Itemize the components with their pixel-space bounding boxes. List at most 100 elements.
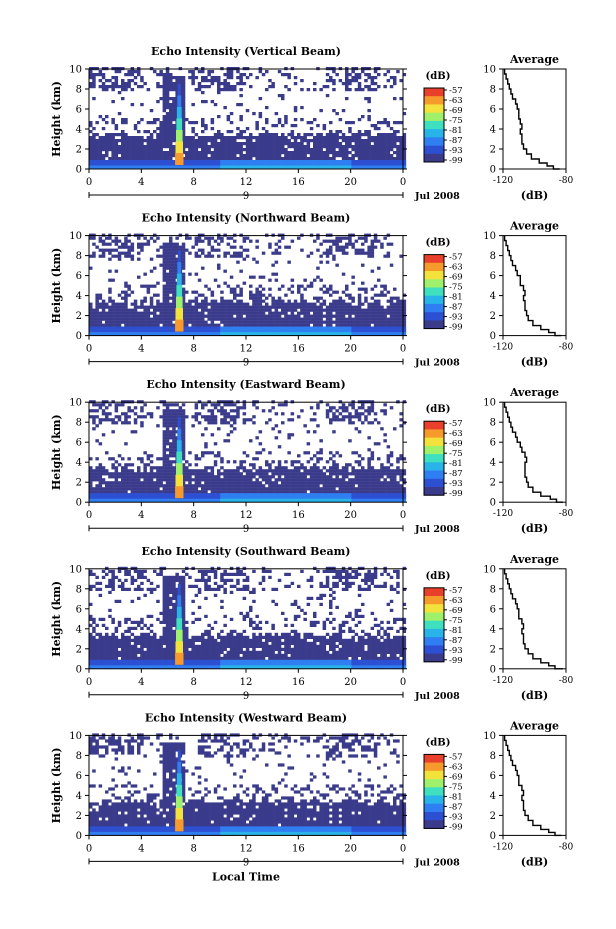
colorbar-tick-label: -81 xyxy=(449,126,463,136)
echo-cell xyxy=(268,278,272,282)
echo-cell xyxy=(265,481,269,485)
echo-cell xyxy=(169,248,173,252)
echo-cell xyxy=(220,466,224,470)
echo-cell xyxy=(329,133,333,137)
echo-cell xyxy=(377,314,381,318)
echo-cell xyxy=(364,323,368,327)
echo-cell xyxy=(357,154,362,158)
echo-cell xyxy=(293,142,298,146)
echo-cell xyxy=(239,287,243,291)
echo-cell xyxy=(162,305,167,309)
echo-cell xyxy=(143,157,147,161)
echo-cell xyxy=(226,88,231,92)
echo-cell xyxy=(252,293,256,297)
echo-cell xyxy=(338,248,343,252)
echo-cell xyxy=(319,157,323,161)
echo-cell xyxy=(242,157,247,161)
echo-cell xyxy=(300,136,304,140)
echo-cell xyxy=(181,136,186,140)
echo-cell xyxy=(156,136,160,140)
echo-heatmap xyxy=(89,400,407,503)
echo-cell xyxy=(223,323,227,327)
echo-cell xyxy=(98,151,103,155)
echo-cell xyxy=(274,314,279,318)
echo-cell xyxy=(239,475,243,479)
echo-cell xyxy=(181,296,186,300)
echo-cell xyxy=(159,160,163,166)
echo-cell xyxy=(133,127,138,131)
echo-cell xyxy=(268,151,272,155)
echo-cell xyxy=(204,466,208,470)
echo-cell xyxy=(194,323,199,327)
colorbar-label: (dB) xyxy=(426,238,451,249)
echo-cell xyxy=(252,475,256,479)
echo-cell xyxy=(345,136,349,140)
echo-cell xyxy=(345,121,349,125)
echo-cell xyxy=(172,266,176,270)
echo-cell xyxy=(258,430,263,434)
echo-cell xyxy=(140,409,144,413)
echo-cell xyxy=(284,472,288,476)
echo-cell xyxy=(351,275,355,279)
echo-cell xyxy=(258,320,263,324)
echo-cell xyxy=(194,242,199,246)
y-tick-label: 8 xyxy=(76,251,82,262)
echo-cell xyxy=(239,115,243,119)
echo-cell xyxy=(133,305,138,309)
echo-cell xyxy=(249,284,253,288)
echo-cell xyxy=(121,290,125,294)
echo-cell xyxy=(133,82,138,86)
echo-cell xyxy=(127,463,131,467)
echo-cell xyxy=(226,469,231,473)
echo-cell xyxy=(130,472,135,476)
echo-cell xyxy=(265,145,269,149)
echo-cell xyxy=(252,317,256,321)
echo-cell xyxy=(194,160,199,166)
echo-cell xyxy=(156,299,160,303)
echo-cell xyxy=(325,320,330,324)
echo-cell xyxy=(293,475,298,479)
echo-cell xyxy=(271,263,275,267)
echo-cell xyxy=(265,136,269,140)
echo-cell xyxy=(226,326,231,333)
echo-cell xyxy=(229,142,234,146)
echo-cell xyxy=(306,121,311,125)
echo-cell xyxy=(386,251,391,255)
echo-cell xyxy=(169,466,173,470)
echo-cell xyxy=(383,287,387,291)
echo-cell xyxy=(169,73,173,77)
echo-cell xyxy=(274,248,279,252)
echo-cell xyxy=(313,88,317,92)
echo-cell xyxy=(95,121,99,125)
echo-cell xyxy=(367,130,371,134)
echo-cell xyxy=(194,239,199,243)
echo-cell xyxy=(156,469,160,473)
echo-cell xyxy=(322,326,327,333)
echo-cell xyxy=(290,290,295,294)
echo-cell xyxy=(105,481,109,485)
echo-cell xyxy=(236,406,240,410)
echo-cell xyxy=(341,305,346,309)
echo-cell xyxy=(172,272,176,276)
echo-cell xyxy=(172,130,176,134)
colorbar-segment xyxy=(424,275,444,280)
echo-cell xyxy=(236,317,240,321)
echo-cell xyxy=(159,475,163,479)
echo-cell xyxy=(92,73,96,77)
echo-cell xyxy=(153,308,157,312)
colorbar-label: (dB) xyxy=(426,71,451,82)
echo-cell xyxy=(213,79,218,83)
echo-cell xyxy=(194,332,199,336)
echo-cell xyxy=(393,139,397,143)
echo-cell xyxy=(140,284,144,288)
echo-cell xyxy=(181,260,186,264)
echo-cell xyxy=(249,165,253,169)
echo-cell xyxy=(274,412,279,416)
echo-cell xyxy=(92,403,96,407)
echo-cell xyxy=(373,326,378,333)
echo-cell xyxy=(316,275,320,279)
echo-cell xyxy=(332,151,336,155)
echo-cell xyxy=(146,130,151,134)
echo-cell xyxy=(175,79,179,83)
echo-cell xyxy=(335,245,339,249)
